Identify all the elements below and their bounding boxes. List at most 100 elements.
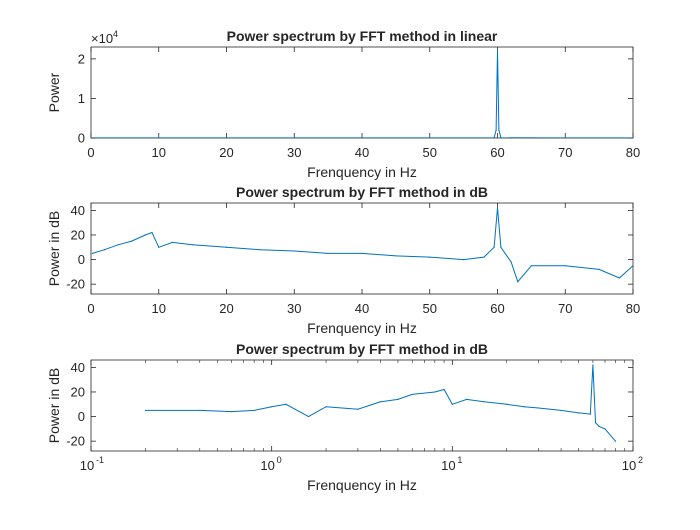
data-point bbox=[91, 252, 93, 255]
data-point bbox=[103, 249, 106, 251]
data-point bbox=[253, 409, 255, 412]
data-point bbox=[429, 256, 431, 258]
data-point bbox=[500, 246, 502, 248]
series-line bbox=[91, 50, 633, 138]
data-point bbox=[517, 281, 519, 283]
x-tick-label: 30 bbox=[287, 301, 301, 316]
y-axis-label: Power in dB bbox=[46, 368, 62, 443]
data-point bbox=[560, 409, 562, 412]
data-point bbox=[598, 268, 600, 271]
y-tick-label: 0 bbox=[78, 252, 85, 267]
y-tick-label: 2 bbox=[78, 51, 85, 66]
data-point bbox=[327, 252, 329, 255]
x-tick-label: 10 bbox=[152, 301, 166, 316]
x-tick-label: 50 bbox=[423, 301, 437, 316]
data-point bbox=[397, 398, 399, 400]
x-tick-label: 50 bbox=[423, 145, 437, 160]
data-point bbox=[493, 246, 495, 248]
y-axis-label: Power in dB bbox=[46, 211, 62, 286]
chart-title: Power spectrum by FFT method in linear bbox=[227, 28, 498, 44]
data-point bbox=[604, 428, 606, 430]
x-tick-exponent: 2 bbox=[638, 455, 643, 465]
x-tick-label: 40 bbox=[355, 301, 369, 316]
data-point bbox=[171, 241, 173, 243]
x-tick-exponent: 1 bbox=[457, 455, 462, 465]
data-point bbox=[293, 250, 295, 252]
data-point bbox=[564, 137, 566, 138]
data-point bbox=[325, 406, 327, 408]
x-tick-label: 70 bbox=[558, 301, 572, 316]
data-point bbox=[496, 50, 499, 52]
x-tick-label: 0 bbox=[87, 145, 94, 160]
y-exponent-value: 4 bbox=[113, 29, 118, 39]
y-tick-label: 0 bbox=[78, 409, 85, 424]
data-point bbox=[614, 440, 617, 442]
y-tick-label: 20 bbox=[71, 384, 85, 399]
y-tick-label: -20 bbox=[66, 434, 85, 449]
x-tick-label: 0 bbox=[87, 301, 94, 316]
x-tick-label: 20 bbox=[219, 145, 233, 160]
data-point bbox=[493, 137, 495, 138]
x-tick-label: 10 bbox=[152, 145, 166, 160]
data-point bbox=[361, 252, 363, 255]
data-point bbox=[429, 137, 431, 138]
x-tick-label: 10 bbox=[622, 458, 636, 473]
x-tick-exponent: 0 bbox=[277, 455, 282, 465]
x-tick-label: 40 bbox=[355, 145, 369, 160]
chart-title: Power spectrum by FFT method in dB bbox=[236, 341, 488, 357]
data-point bbox=[466, 398, 468, 400]
subplot-1: 0 10 20 30 40 50 60 70 80 0 1 2 ×10 4 Power spectrum b… bbox=[46, 28, 640, 180]
y-tick-label: 20 bbox=[71, 227, 85, 242]
plot-area bbox=[90, 202, 634, 295]
data-point bbox=[443, 388, 445, 391]
data-point bbox=[483, 256, 485, 258]
x-tick-label: 80 bbox=[626, 145, 640, 160]
y-axis-label: Power bbox=[46, 72, 62, 112]
data-point bbox=[592, 364, 594, 366]
y-tick-label: -20 bbox=[66, 277, 85, 292]
plot-area bbox=[90, 46, 634, 139]
data-point bbox=[144, 409, 146, 412]
data-point bbox=[594, 422, 597, 424]
data-point bbox=[230, 411, 233, 413]
y-tick-label: 0 bbox=[78, 131, 85, 146]
x-tick-label: 70 bbox=[558, 145, 572, 160]
data-point bbox=[463, 258, 465, 261]
data-point bbox=[498, 129, 500, 131]
data-point bbox=[530, 265, 532, 267]
data-point bbox=[379, 401, 382, 403]
data-point bbox=[523, 406, 525, 408]
x-tick-label: 10 bbox=[441, 458, 455, 473]
data-point bbox=[506, 403, 508, 405]
chart-title: Power spectrum by FFT method in dB bbox=[236, 184, 488, 200]
data-point bbox=[496, 207, 499, 209]
data-point bbox=[589, 413, 591, 415]
data-point bbox=[151, 231, 153, 234]
data-point bbox=[192, 244, 194, 246]
plot-area bbox=[90, 359, 634, 452]
data-point bbox=[411, 393, 413, 396]
series-line bbox=[145, 364, 616, 442]
data-point bbox=[395, 255, 397, 257]
data-point bbox=[618, 277, 621, 279]
data-point bbox=[632, 265, 633, 267]
data-point bbox=[632, 137, 633, 138]
data-point bbox=[124, 137, 126, 138]
data-point bbox=[271, 406, 273, 408]
data-point bbox=[500, 137, 502, 138]
data-point bbox=[537, 407, 540, 409]
data-point bbox=[483, 401, 485, 403]
x-axis-label: Frenquency in Hz bbox=[307, 477, 417, 493]
data-point bbox=[131, 240, 133, 242]
data-point bbox=[598, 425, 600, 428]
x-tick-label: 60 bbox=[490, 145, 504, 160]
data-point bbox=[225, 246, 228, 248]
data-point bbox=[510, 261, 512, 263]
y-tick-label: 1 bbox=[78, 91, 85, 106]
data-point bbox=[451, 403, 453, 405]
data-point bbox=[578, 412, 580, 414]
data-point bbox=[495, 129, 497, 131]
